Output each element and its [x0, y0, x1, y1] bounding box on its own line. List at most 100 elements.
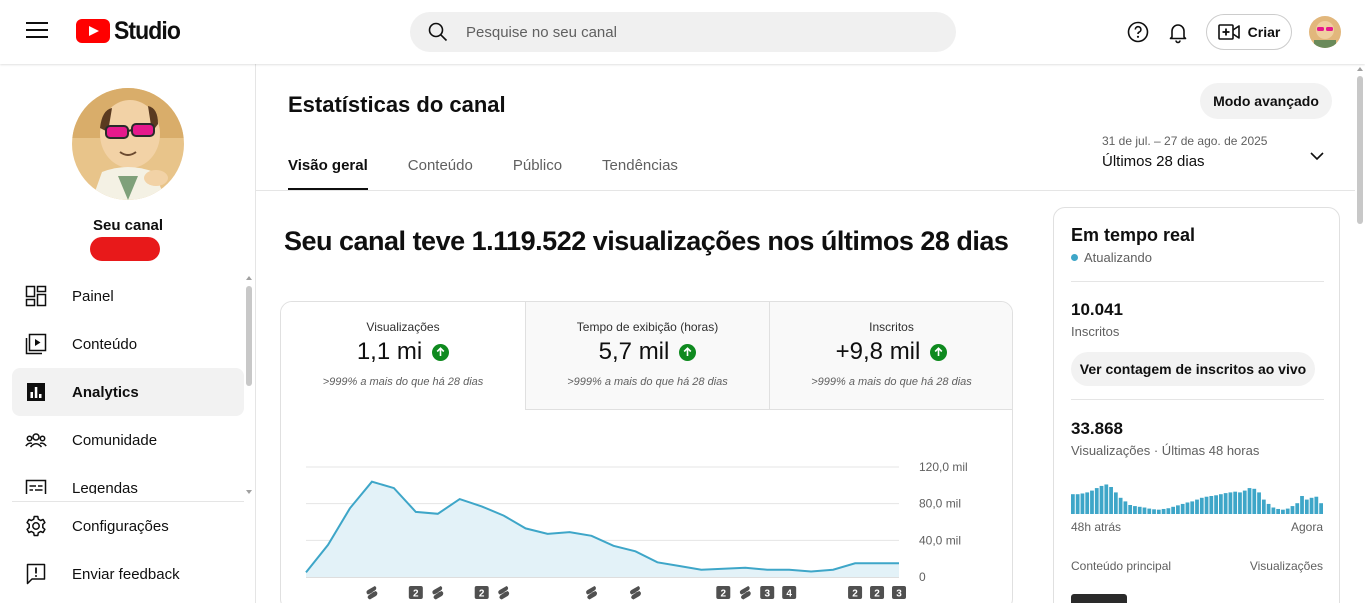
realtime-bar[interactable] — [1276, 508, 1281, 514]
realtime-bar[interactable] — [1180, 503, 1185, 514]
realtime-bar[interactable] — [1285, 508, 1290, 514]
sidebar-item-conteudo[interactable]: Conteúdo — [12, 320, 244, 368]
realtime-bar[interactable] — [1085, 492, 1090, 514]
sidebar-item-configuracoes[interactable]: Configurações — [12, 502, 244, 550]
upload-count-marker[interactable]: 3 — [892, 586, 906, 600]
sidebar-item-analytics[interactable]: Analytics — [12, 368, 244, 416]
bell-icon[interactable] — [1166, 20, 1190, 44]
scroll-thumb[interactable] — [246, 286, 252, 386]
account-avatar[interactable] — [1309, 16, 1341, 48]
scroll-up-arrow[interactable] — [246, 276, 252, 280]
realtime-bar[interactable] — [1300, 496, 1304, 514]
realtime-bar[interactable] — [1185, 502, 1190, 514]
realtime-bar[interactable] — [1257, 492, 1261, 514]
tab-tendencias[interactable]: Tendências — [602, 157, 678, 174]
realtime-bar[interactable] — [1104, 484, 1109, 514]
sidebar-item-enviar-feedback[interactable]: Enviar feedback — [12, 550, 244, 598]
shorts-icon[interactable] — [498, 586, 510, 600]
realtime-bar[interactable] — [1314, 496, 1319, 514]
realtime-bar[interactable] — [1266, 503, 1271, 514]
realtime-bar[interactable] — [1247, 488, 1252, 514]
upload-count-marker[interactable]: 2 — [474, 586, 489, 600]
realtime-bar[interactable] — [1209, 496, 1214, 514]
youtube-studio-logo[interactable]: Studio — [76, 17, 186, 45]
realtime-bar[interactable] — [1242, 490, 1247, 514]
search-icon[interactable] — [428, 12, 464, 52]
realtime-bar[interactable] — [1161, 508, 1166, 514]
realtime-bar[interactable] — [1142, 507, 1147, 514]
realtime-bar[interactable] — [1094, 488, 1099, 514]
realtime-bar[interactable] — [1233, 491, 1238, 514]
menu-icon[interactable] — [26, 22, 48, 40]
realtime-bar[interactable] — [1152, 509, 1156, 514]
realtime-bar[interactable] — [1214, 495, 1218, 514]
realtime-bar[interactable] — [1166, 508, 1171, 514]
advanced-mode-button[interactable]: Modo avançado — [1200, 83, 1332, 119]
realtime-bar[interactable] — [1090, 490, 1094, 514]
metric-subscribers[interactable]: Inscritos +9,8 mil >999% a mais do que h… — [769, 302, 1012, 410]
realtime-bar[interactable] — [1133, 506, 1137, 514]
realtime-bar[interactable] — [1075, 494, 1080, 514]
realtime-bar[interactable] — [1199, 497, 1204, 514]
page-scrollbar[interactable] — [1355, 64, 1365, 603]
realtime-bar[interactable] — [1099, 485, 1104, 514]
help-icon[interactable] — [1126, 20, 1150, 44]
upload-count-marker[interactable]: 2 — [870, 586, 885, 600]
realtime-bar[interactable] — [1304, 499, 1309, 514]
shorts-icon[interactable] — [629, 586, 641, 600]
realtime-bar[interactable] — [1171, 506, 1176, 514]
realtime-bar[interactable] — [1290, 506, 1295, 514]
video-thumbnail[interactable] — [1071, 594, 1127, 603]
realtime-bar[interactable] — [1271, 507, 1276, 514]
upload-count-marker[interactable]: 2 — [716, 586, 731, 600]
scroll-thumb[interactable] — [1357, 76, 1363, 224]
realtime-bar[interactable] — [1252, 488, 1257, 514]
realtime-bar[interactable] — [1309, 497, 1314, 514]
scroll-up-arrow[interactable] — [1357, 67, 1363, 71]
realtime-bar[interactable] — [1281, 509, 1285, 514]
views-series-line[interactable] — [305, 480, 899, 574]
realtime-bar[interactable] — [1156, 509, 1161, 514]
shorts-icon[interactable] — [586, 586, 598, 600]
create-button[interactable]: Criar — [1206, 14, 1292, 50]
search-bar[interactable] — [410, 12, 956, 52]
realtime-bar[interactable] — [1204, 496, 1209, 514]
shorts-icon[interactable] — [739, 586, 751, 600]
shorts-icon[interactable] — [366, 586, 378, 600]
realtime-bar[interactable] — [1137, 506, 1142, 514]
tab-conteudo[interactable]: Conteúdo — [407, 157, 473, 174]
realtime-bar[interactable] — [1223, 493, 1228, 514]
realtime-bar[interactable] — [1190, 501, 1195, 514]
realtime-bar[interactable] — [1195, 499, 1199, 514]
sidebar-item-comunidade[interactable]: Comunidade — [12, 416, 244, 464]
shorts-icon[interactable] — [432, 586, 444, 600]
realtime-bar[interactable] — [1295, 503, 1300, 514]
realtime-bar[interactable] — [1147, 508, 1152, 514]
realtime-bar-chart[interactable] — [1071, 478, 1324, 514]
realtime-bar[interactable] — [1319, 503, 1323, 514]
realtime-bar[interactable] — [1238, 492, 1242, 514]
sidebar-item-painel[interactable]: Painel — [12, 272, 244, 320]
realtime-bar[interactable] — [1218, 494, 1223, 514]
realtime-bar[interactable] — [1113, 492, 1118, 514]
sidebar-item-legendas[interactable]: Legendas — [12, 464, 244, 494]
realtime-bar[interactable] — [1228, 492, 1233, 514]
scroll-down-arrow[interactable] — [246, 490, 252, 494]
realtime-bar[interactable] — [1176, 505, 1180, 514]
channel-avatar[interactable] — [72, 88, 184, 200]
date-range-selector[interactable]: 31 de jul. – 27 de ago. de 2025 Últimos … — [1102, 134, 1332, 178]
tab-visao-geral[interactable]: Visão geral — [288, 148, 368, 190]
upload-count-marker[interactable]: 3 — [760, 586, 775, 600]
realtime-bar[interactable] — [1118, 497, 1123, 514]
upload-count-marker[interactable]: 2 — [848, 586, 863, 600]
realtime-bar[interactable] — [1080, 493, 1085, 514]
realtime-bar[interactable] — [1123, 501, 1128, 514]
realtime-bar[interactable] — [1109, 487, 1113, 514]
upload-count-marker[interactable]: 4 — [782, 586, 797, 600]
views-area-chart[interactable]: 120,0 mil 80,0 mil 40,0 mil 0 2 2 2 3 4 2 2 3 — [281, 410, 1013, 603]
metric-views[interactable]: Visualizações 1,1 mi >999% a mais do que… — [281, 302, 525, 410]
realtime-bar[interactable] — [1261, 499, 1266, 514]
metric-watch-time[interactable]: Tempo de exibição (horas) 5,7 mil >999% … — [525, 302, 769, 410]
realtime-bar[interactable] — [1128, 505, 1133, 514]
search-input[interactable] — [466, 23, 906, 41]
